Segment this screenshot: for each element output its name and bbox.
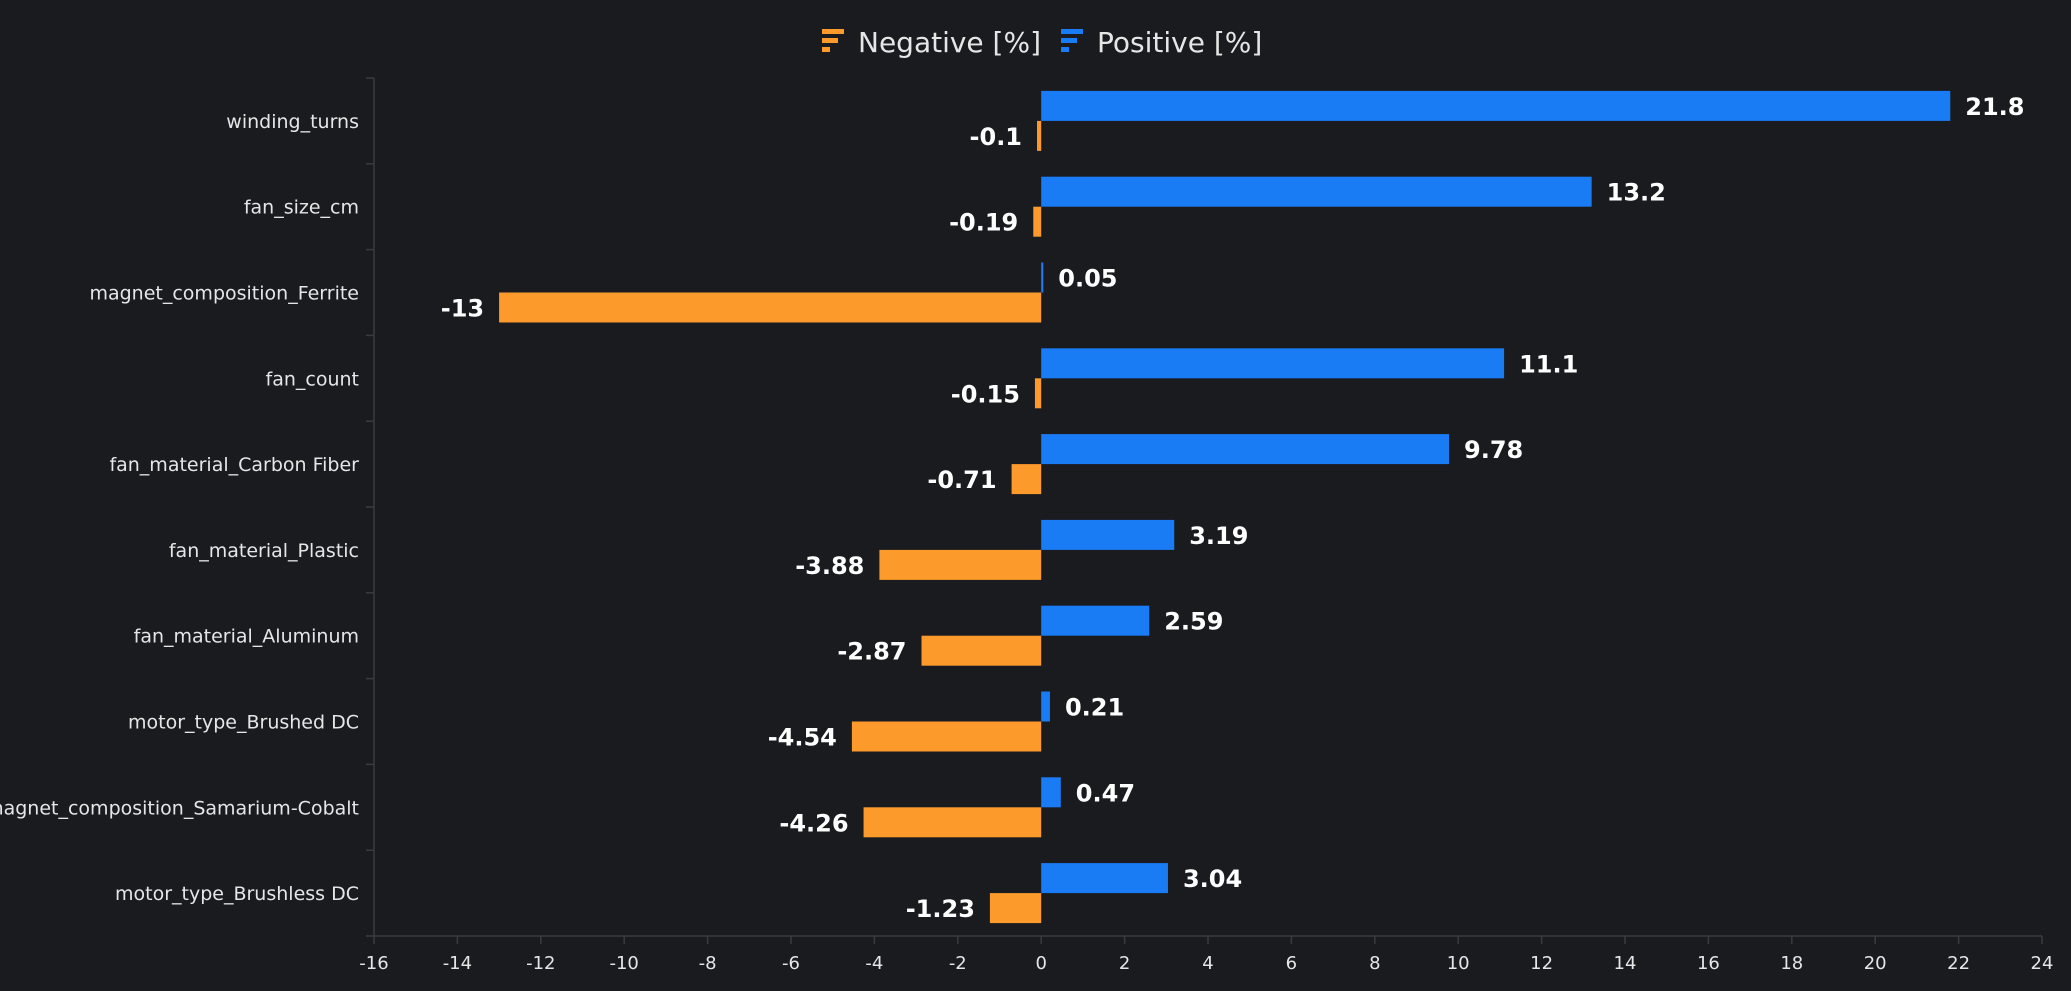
x-tick-label: 6 — [1286, 953, 1297, 974]
bar-positive — [1041, 863, 1168, 894]
bar-negative — [1033, 206, 1042, 237]
legend-icon-positive — [1061, 29, 1084, 52]
data-label-negative: -4.26 — [779, 809, 848, 837]
category-label: fan_material_Aluminum — [134, 626, 359, 648]
x-tick-label: 16 — [1697, 953, 1720, 974]
data-label-negative: -3.88 — [795, 552, 864, 580]
bar-negative — [1011, 464, 1042, 495]
data-label-positive: 9.78 — [1464, 436, 1523, 464]
legend-icon-bar — [1061, 47, 1070, 52]
x-tick-label: 24 — [2031, 953, 2054, 974]
data-label-positive: 2.59 — [1164, 608, 1223, 636]
data-label-negative: -0.15 — [951, 380, 1020, 408]
x-tick-label: 22 — [1947, 953, 1970, 974]
bar-positive — [1041, 605, 1150, 636]
x-tick-label: 4 — [1202, 953, 1213, 974]
category-label: motor_type_Brushless DC — [115, 883, 359, 905]
data-label-negative: -0.71 — [927, 466, 996, 494]
category-label: winding_turns — [226, 111, 359, 133]
bar-negative — [921, 635, 1042, 666]
data-label-positive: 3.19 — [1189, 522, 1248, 550]
x-tick-label: 20 — [1864, 953, 1887, 974]
x-tick-label: -14 — [443, 953, 472, 974]
x-tick-label: -8 — [699, 953, 717, 974]
bar-positive — [1041, 434, 1450, 465]
x-tick-label: 0 — [1035, 953, 1046, 974]
x-tick-label: -12 — [526, 953, 555, 974]
bar-positive — [1041, 519, 1175, 550]
category-label: fan_material_Carbon Fiber — [109, 454, 359, 476]
bar-negative — [989, 893, 1042, 924]
x-tick-label: 2 — [1119, 953, 1130, 974]
data-label-positive: 0.47 — [1076, 779, 1135, 807]
bar-negative — [499, 292, 1042, 323]
data-label-negative: -1.23 — [906, 895, 975, 923]
bar-positive — [1041, 691, 1050, 722]
bar-positive — [1041, 262, 1044, 293]
data-label-positive: 11.1 — [1519, 350, 1578, 378]
bar-positive — [1041, 348, 1505, 379]
legend-icon-bar — [822, 47, 830, 52]
legend-icon-bar — [822, 29, 844, 34]
x-tick-label: -6 — [782, 953, 800, 974]
legend-icon-bar — [1061, 38, 1078, 43]
x-tick-label: 14 — [1614, 953, 1637, 974]
data-label-negative: -0.1 — [970, 123, 1022, 151]
bar-positive — [1041, 777, 1061, 808]
legend-icon-bar — [1061, 29, 1084, 34]
legend-icon-bar — [822, 38, 838, 43]
x-tick-label: 18 — [1780, 953, 1803, 974]
data-label-positive: 0.21 — [1065, 694, 1124, 722]
x-tick-label: 8 — [1369, 953, 1380, 974]
bar-negative — [1034, 378, 1042, 409]
x-tick-label: -16 — [359, 953, 388, 974]
x-tick-label: -10 — [609, 953, 638, 974]
bar-negative — [863, 807, 1042, 838]
data-label-positive: 13.2 — [1607, 179, 1666, 207]
data-label-negative: -0.19 — [949, 209, 1018, 237]
bar-positive — [1041, 90, 1951, 121]
x-tick-label: -4 — [865, 953, 883, 974]
bar-negative — [851, 721, 1042, 752]
legend-label-negative[interactable]: Negative [%] — [858, 26, 1041, 59]
bar-negative — [1037, 120, 1042, 151]
data-label-positive: 21.8 — [1965, 93, 2024, 121]
data-label-positive: 0.05 — [1058, 265, 1117, 293]
category-label: fan_count — [266, 368, 359, 390]
category-label: motor_type_Brushed DC — [128, 712, 359, 734]
x-tick-label: 10 — [1447, 953, 1470, 974]
category-label: magnet_composition_Ferrite — [89, 283, 359, 305]
x-tick-label: 12 — [1530, 953, 1553, 974]
data-label-positive: 3.04 — [1183, 865, 1242, 893]
category-label: fan_material_Plastic — [169, 540, 359, 562]
bar-negative — [879, 549, 1042, 580]
legend-label-positive[interactable]: Positive [%] — [1097, 26, 1262, 59]
data-label-negative: -2.87 — [837, 638, 906, 666]
bar-positive — [1041, 176, 1592, 207]
legend-icon-negative — [822, 29, 844, 52]
data-label-negative: -4.54 — [768, 724, 837, 752]
category-label: magnet_composition_Samarium-Cobalt — [0, 797, 359, 819]
category-label: fan_size_cm — [244, 197, 359, 219]
data-label-negative: -13 — [441, 295, 484, 323]
x-tick-label: -2 — [949, 953, 967, 974]
